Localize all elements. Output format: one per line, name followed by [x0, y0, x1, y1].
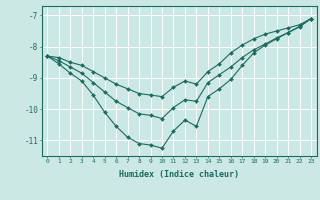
- X-axis label: Humidex (Indice chaleur): Humidex (Indice chaleur): [119, 170, 239, 179]
